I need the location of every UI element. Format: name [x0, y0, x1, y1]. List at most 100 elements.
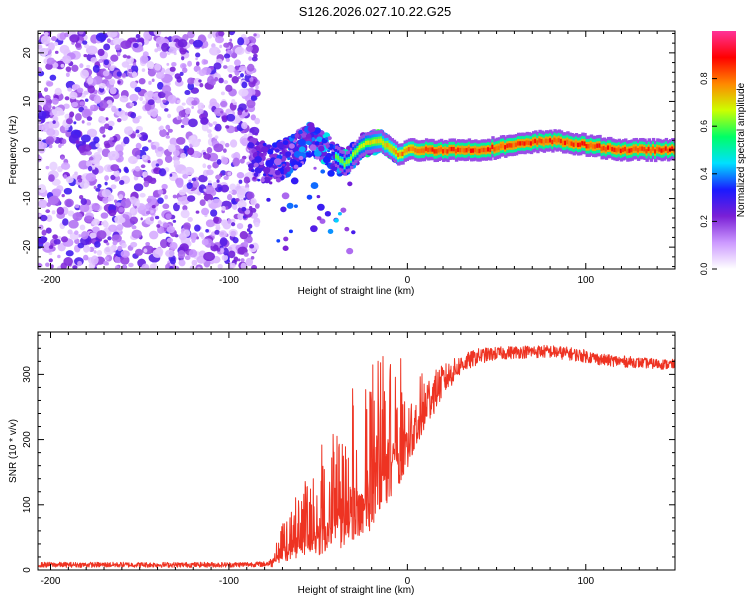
noise-blob [69, 91, 78, 100]
noise-blob [38, 199, 48, 209]
transition-blob [254, 156, 263, 163]
noise-blob [208, 123, 213, 127]
transition-blob [262, 173, 267, 177]
transition-blob [316, 195, 321, 199]
noise-blob [80, 236, 90, 246]
noise-blob [118, 206, 125, 213]
noise-blob [255, 85, 259, 90]
noise-blob [109, 137, 114, 141]
noise-blob [38, 184, 47, 194]
noise-blob [120, 40, 132, 49]
noise-blob [40, 35, 51, 45]
ridge-segment [606, 145, 611, 150]
noise-blob [131, 147, 141, 157]
ridge-segment [491, 144, 495, 150]
noise-blob [250, 95, 258, 101]
noise-blob [154, 48, 159, 53]
noise-blob [241, 81, 248, 89]
ridge-segment [347, 159, 352, 164]
noise-blob [64, 96, 70, 101]
noise-blob [212, 181, 218, 189]
noise-blob [171, 61, 177, 67]
noise-blob [72, 212, 83, 221]
noise-blob [128, 68, 133, 73]
ridge-segment [660, 148, 664, 153]
snr-panel: -200 -100 0 100 0 100 200 300 Height of straig… [8, 331, 676, 596]
noise-blob [156, 224, 161, 228]
noise-blob [103, 239, 109, 244]
ridge-segment [454, 148, 459, 154]
noise-blob [134, 205, 137, 209]
noise-blob [45, 165, 50, 170]
noise-blob [221, 205, 226, 211]
ridge-segment [549, 138, 553, 143]
transition-blob [322, 156, 331, 164]
noise-blob [111, 105, 117, 113]
noise-blob [110, 174, 116, 181]
noise-blob [137, 115, 142, 120]
noise-blob [71, 84, 78, 90]
noise-blob [231, 52, 238, 59]
transition-blob [297, 138, 306, 146]
noise-blob [68, 219, 79, 229]
noise-blob [149, 230, 159, 240]
ridge-segment [527, 140, 532, 146]
noise-blob [230, 230, 237, 236]
noise-blob [141, 263, 150, 269]
noise-blob [222, 247, 229, 256]
noise-blob [121, 242, 127, 249]
transition-blob [319, 130, 325, 136]
ridge-segment [566, 139, 570, 145]
noise-blob [226, 113, 236, 122]
noise-blob [221, 219, 228, 227]
noise-blob [147, 99, 155, 106]
transition-blob [319, 218, 326, 224]
noise-blob [181, 170, 186, 175]
transition-blob [276, 239, 281, 243]
ridge-segment [382, 140, 386, 146]
noise-blob [184, 166, 195, 176]
ridge-segment [354, 150, 358, 155]
ridge-segment [489, 147, 493, 153]
noise-blob [88, 156, 94, 161]
noise-blob [168, 47, 177, 54]
noise-blob [181, 56, 185, 61]
noise-blob [46, 202, 52, 207]
noise-blob [155, 71, 165, 80]
noise-blob [139, 96, 144, 102]
noise-blob [129, 216, 139, 225]
ridge-segment [379, 138, 384, 143]
noise-blob [172, 194, 178, 199]
noise-blob [130, 208, 136, 214]
noise-blob [81, 120, 85, 124]
noise-blob [139, 55, 149, 64]
noise-blob [223, 80, 229, 84]
noise-blob [117, 80, 121, 84]
noise-blob [243, 241, 249, 246]
noise-blob [207, 199, 212, 204]
transition-blob [351, 230, 356, 235]
ridge-segment [508, 143, 512, 148]
ridge-segment [559, 138, 564, 144]
noise-blob [140, 164, 146, 169]
noise-blob [228, 74, 233, 78]
ridge-segment [553, 137, 557, 143]
noise-blob [106, 38, 111, 44]
noise-blob [114, 44, 121, 51]
ridge-segment [416, 148, 420, 154]
ridge-segment [587, 144, 592, 149]
noise-blob [215, 174, 222, 180]
noise-blob [158, 168, 167, 177]
y-tick-label: 20 [22, 47, 33, 59]
transition-blob [318, 145, 325, 152]
ridge-segment [514, 142, 519, 147]
ridge-segment [555, 138, 559, 144]
noise-blob [84, 98, 89, 102]
noise-blob [122, 54, 128, 59]
noise-blob [202, 70, 206, 74]
noise-blob [74, 204, 80, 209]
noise-blob [220, 184, 230, 193]
ridge-segment [499, 143, 504, 149]
noise-blob [214, 77, 219, 82]
